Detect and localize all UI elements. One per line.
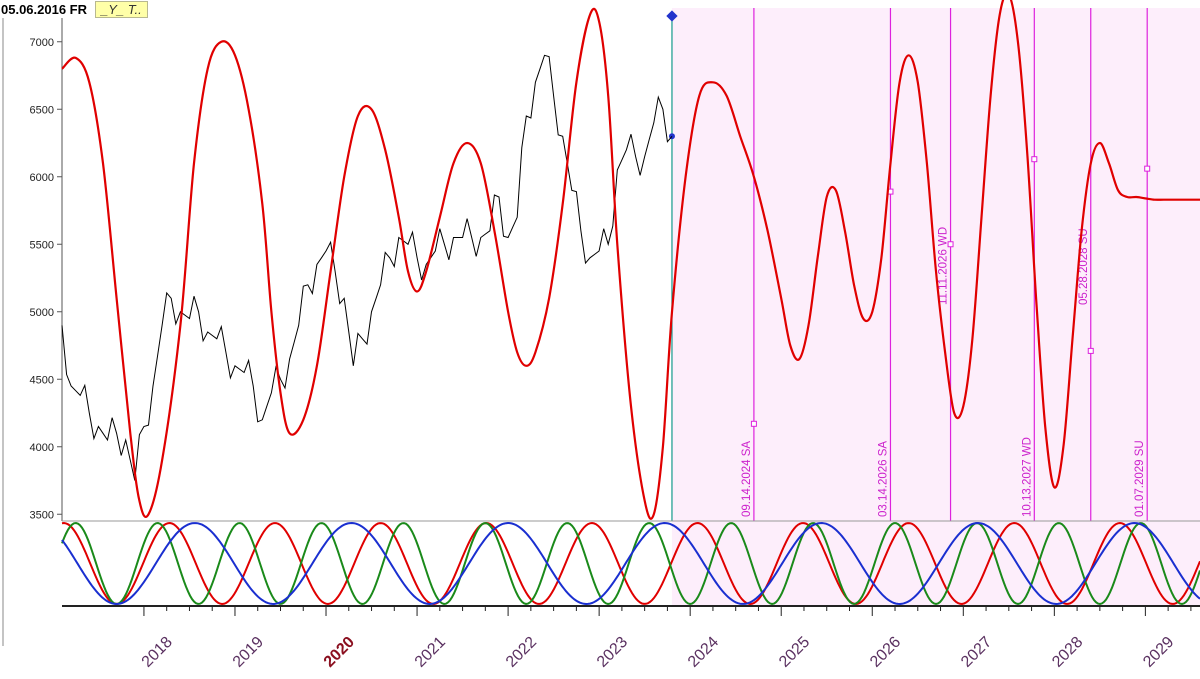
y-tick-label: 7000 bbox=[30, 37, 54, 49]
header-tag-label[interactable]: _Y_ T.. bbox=[95, 1, 148, 18]
y-tick-label: 5500 bbox=[30, 239, 54, 251]
forecast-series bbox=[61, 0, 1200, 520]
price-series bbox=[61, 54, 673, 481]
cycle-blue-series bbox=[61, 521, 1200, 606]
marker-label: 03.14.2026 SA bbox=[877, 441, 889, 517]
marker-label: 09.14.2024 SA bbox=[741, 441, 753, 517]
forecast-markers: 09.14.2024 SA 03.14.2026 SA 11.11.2026 WD 1… bbox=[666, 8, 1151, 521]
y-tick-label: 3500 bbox=[30, 509, 54, 521]
main-plot bbox=[61, 0, 1200, 520]
y-axis: 3500 4000 4500 5000 5500 6000 6500 7000 bbox=[2, 8, 63, 646]
marker-point bbox=[1087, 347, 1094, 354]
marker-point bbox=[947, 241, 954, 248]
cycles-plot bbox=[61, 520, 1200, 606]
y-tick-label: 5000 bbox=[30, 307, 54, 319]
y-tick-label: 4500 bbox=[30, 374, 54, 386]
marker-label: 11.11.2026 WD bbox=[938, 227, 950, 305]
header-date-label: 05.06.2016 FR bbox=[0, 1, 91, 18]
marker-label: 10.13.2027 WD bbox=[1021, 437, 1033, 517]
marker-point bbox=[1031, 156, 1038, 163]
marker-point bbox=[1144, 165, 1151, 172]
marker-point bbox=[750, 420, 757, 427]
future-zone-shading bbox=[671, 8, 1200, 606]
cycle-red-series bbox=[61, 521, 1200, 606]
y-tick-label: 6500 bbox=[30, 104, 54, 116]
y-tick-label: 4000 bbox=[30, 442, 54, 454]
y-tick-label: 6000 bbox=[30, 172, 54, 184]
marker-label: 05.28.2028 SU bbox=[1078, 228, 1090, 305]
marker-label: 01.07.2029 SU bbox=[1134, 440, 1146, 517]
